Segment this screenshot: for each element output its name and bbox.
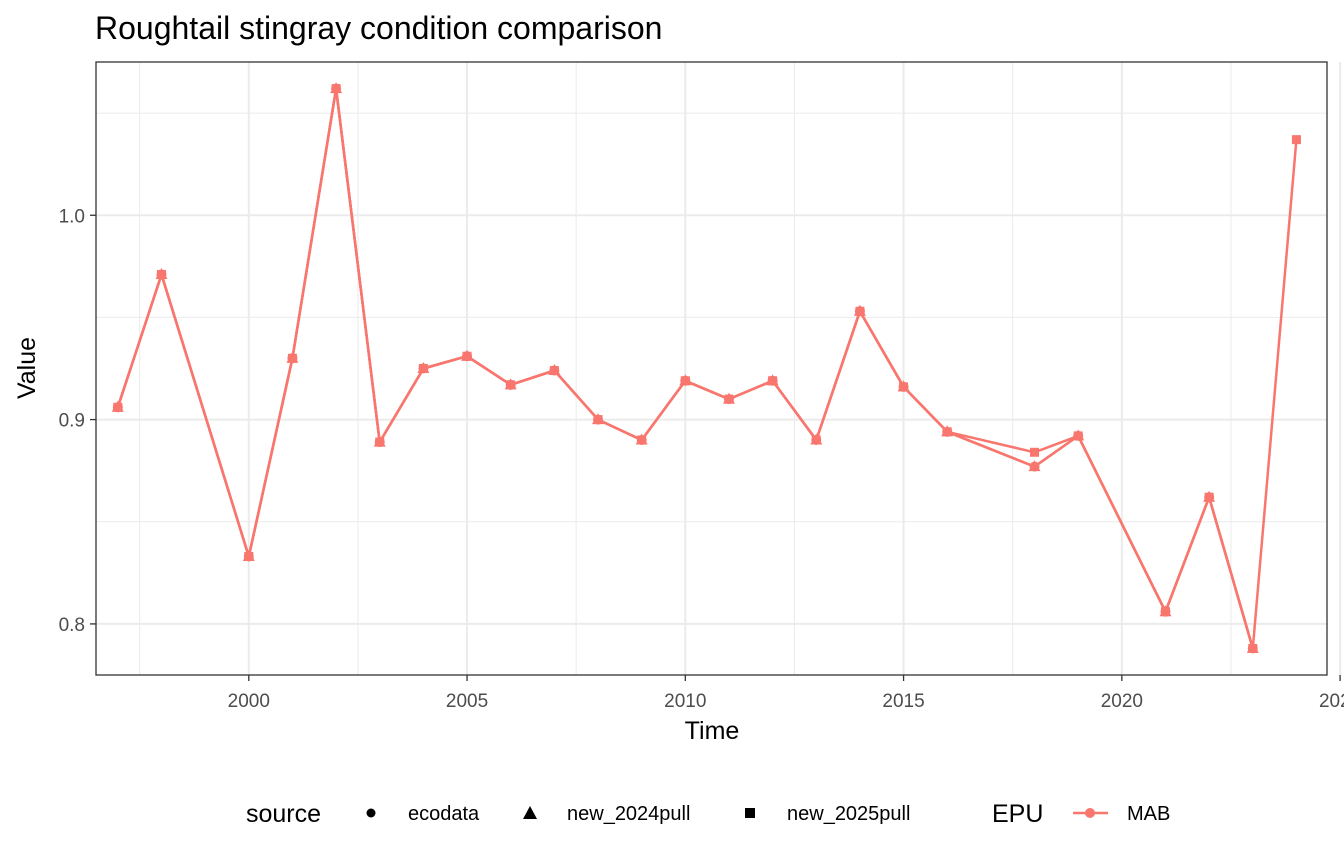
major-gridlines [96,62,1342,675]
data-point-new-2025pull [1248,643,1258,653]
data-point-new-2025pull [549,366,559,376]
x-tick-label: 2000 [228,691,270,712]
data-point-new-2025pull [637,435,647,445]
data-point-new-2025pull [1073,431,1083,441]
data-point-new-2025pull [593,415,603,425]
x-tick-label: 2010 [664,691,706,712]
data-point-new-2025pull [462,351,472,361]
data-point-new-2025pull [1030,447,1040,457]
data-point-new-2025pull [942,427,952,437]
data-point-new-2025pull [1204,492,1214,502]
plot-border [95,61,1328,676]
data-point-new-2025pull [375,437,385,447]
data-point-new-2025pull [811,435,821,445]
legend-key-new-2024pull [523,806,537,819]
data-point-new-2025pull [156,270,166,280]
x-tick-label: 2005 [446,691,488,712]
legend-source-title: source [246,800,321,828]
y-axis: 0.8 0.9 1.0 [59,206,96,636]
plot-background [96,62,1327,675]
plot-panel [95,61,1342,676]
data-point-new-2025pull [899,382,909,392]
data-point-new-2025pull [287,353,297,363]
legend-key-point-mab [1085,808,1095,818]
x-axis-title: Time [685,717,740,745]
data-point-new-2025pull [331,84,341,94]
series-points [111,82,1301,654]
legend: source ecodata new_2024pull new_2025pull… [246,800,1170,828]
y-tick-label: 0.8 [59,615,85,636]
legend-key-ecodata [366,808,376,818]
x-axis: 2000 2005 2010 2015 2020 2025 [228,675,1344,712]
data-point-new-2025pull [855,306,865,316]
data-point-new-2024pull [1028,460,1041,472]
y-tick-label: 1.0 [59,206,85,227]
data-point-new-2025pull [724,394,734,404]
data-point-new-2025pull [768,376,778,386]
chart-title: Roughtail stingray condition comparison [95,10,662,46]
data-point-new-2025pull [1291,135,1301,145]
legend-label-new-2024pull: new_2024pull [567,803,690,825]
legend-label-new-2025pull: new_2025pull [787,803,910,825]
data-point-new-2025pull [113,402,123,412]
x-tick-label: 2020 [1101,691,1143,712]
data-point-new-2025pull [506,380,516,390]
data-point-new-2025pull [680,376,690,386]
x-tick-label: 2025 [1319,691,1344,712]
y-tick-label: 0.9 [59,411,85,432]
legend-label-ecodata: ecodata [408,803,480,825]
y-axis-title: Value [13,337,41,399]
legend-label-mab: MAB [1127,803,1170,825]
data-point-new-2025pull [418,364,428,373]
legend-key-new-2025pull [745,808,755,818]
data-point-new-2025pull [244,551,254,561]
legend-epu-title: EPU [992,800,1043,828]
x-tick-label: 2015 [882,691,924,712]
data-point-new-2025pull [1160,607,1170,617]
